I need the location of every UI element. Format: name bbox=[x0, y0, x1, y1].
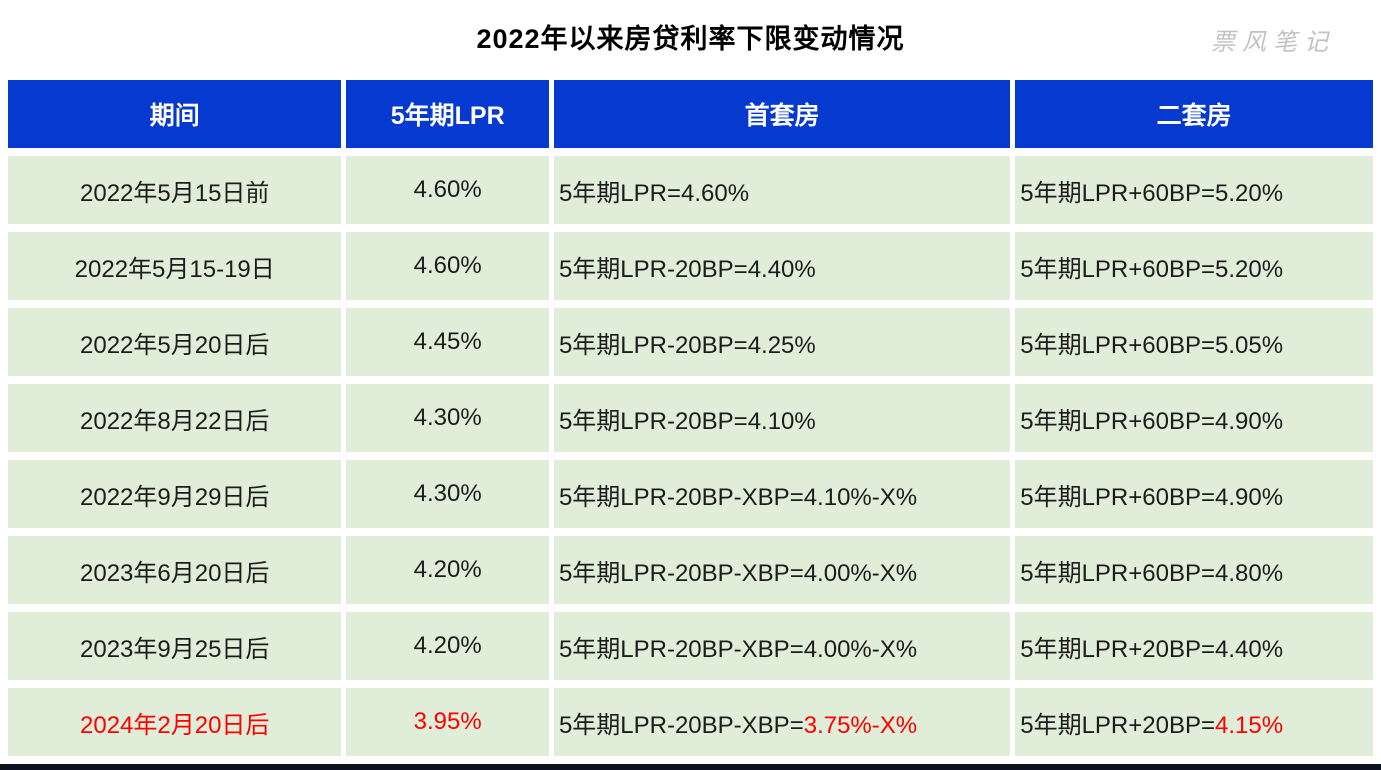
table-row-highlighted: 2024年2月20日后 3.95% 5年期LPR-20BP-XBP=3.75%-… bbox=[8, 688, 1373, 756]
formula-text: 5年期LPR-20BP=4.40% bbox=[558, 255, 816, 283]
period-cell: 2022年5月15日前 bbox=[8, 156, 342, 224]
first-home-cell: 5年期LPR-20BP-XBP=4.10%-X% bbox=[553, 460, 1011, 528]
table-row: 2022年5月15日前 4.60% 5年期LPR=4.60% 5年期LPR+60… bbox=[8, 156, 1373, 224]
period-cell: 2022年5月15-19日 bbox=[8, 232, 342, 300]
lpr-cell: 4.60% bbox=[346, 156, 549, 224]
col-header-period: 期间 bbox=[8, 80, 342, 148]
formula-text: 5年期LPR-20BP-XBP=4.00%-X% bbox=[558, 635, 918, 663]
formula-text: 5年期LPR+60BP=4.90% bbox=[1020, 407, 1284, 435]
second-home-cell: 5年期LPR+60BP=5.20% bbox=[1015, 156, 1373, 224]
bottom-bar bbox=[0, 764, 1381, 770]
page-title: 2022年以来房贷利率下限变动情况 bbox=[476, 23, 905, 54]
formula-highlight: 3.75%-X% bbox=[803, 711, 918, 739]
formula-text: 5年期LPR+20BP=4.40% bbox=[1020, 635, 1284, 663]
period-cell: 2024年2月20日后 bbox=[8, 688, 342, 756]
first-home-cell: 5年期LPR=4.60% bbox=[553, 156, 1011, 224]
period-cell: 2022年8月22日后 bbox=[8, 384, 342, 452]
second-home-cell: 5年期LPR+60BP=4.90% bbox=[1015, 460, 1373, 528]
table-row: 2023年6月20日后 4.20% 5年期LPR-20BP-XBP=4.00%-… bbox=[8, 536, 1373, 604]
second-home-cell: 5年期LPR+60BP=4.80% bbox=[1015, 536, 1373, 604]
formula-text: 5年期LPR+60BP=5.20% bbox=[1020, 179, 1284, 207]
formula-text: 5年期LPR-20BP=4.10% bbox=[558, 407, 816, 435]
table-row: 2022年9月29日后 4.30% 5年期LPR-20BP-XBP=4.10%-… bbox=[8, 460, 1373, 528]
rate-table: 期间 5年期LPR 首套房 二套房 2022年5月15日前 4.60% 5年期L… bbox=[3, 72, 1378, 764]
lpr-cell: 4.20% bbox=[346, 612, 549, 680]
period-cell: 2023年9月25日后 bbox=[8, 612, 342, 680]
lpr-cell: 4.45% bbox=[346, 308, 549, 376]
second-home-cell: 5年期LPR+60BP=4.90% bbox=[1015, 384, 1373, 452]
second-home-cell: 5年期LPR+60BP=5.20% bbox=[1015, 232, 1373, 300]
lpr-cell: 4.20% bbox=[346, 536, 549, 604]
first-home-cell: 5年期LPR-20BP=4.40% bbox=[553, 232, 1011, 300]
watermark: 票风笔记 bbox=[1211, 28, 1335, 56]
first-home-cell: 5年期LPR-20BP=4.10% bbox=[553, 384, 1011, 452]
lpr-cell: 4.30% bbox=[346, 460, 549, 528]
formula-text: 5年期LPR-20BP-XBP= bbox=[558, 711, 804, 739]
formula-text: 5年期LPR+60BP=4.80% bbox=[1020, 559, 1284, 587]
table-row: 2023年9月25日后 4.20% 5年期LPR-20BP-XBP=4.00%-… bbox=[8, 612, 1373, 680]
table-row: 2022年5月15-19日 4.60% 5年期LPR-20BP=4.40% 5年… bbox=[8, 232, 1373, 300]
col-header-second-home: 二套房 bbox=[1015, 80, 1373, 148]
formula-text: 5年期LPR+60BP=5.20% bbox=[1020, 255, 1284, 283]
period-cell: 2023年6月20日后 bbox=[8, 536, 342, 604]
first-home-cell: 5年期LPR-20BP=4.25% bbox=[553, 308, 1011, 376]
formula-text: 5年期LPR+60BP=4.90% bbox=[1020, 483, 1284, 511]
table-row: 2022年5月20日后 4.45% 5年期LPR-20BP=4.25% 5年期L… bbox=[8, 308, 1373, 376]
lpr-cell: 4.60% bbox=[346, 232, 549, 300]
col-header-lpr: 5年期LPR bbox=[346, 80, 549, 148]
col-header-first-home: 首套房 bbox=[553, 80, 1011, 148]
first-home-cell: 5年期LPR-20BP-XBP=4.00%-X% bbox=[553, 536, 1011, 604]
formula-text: 5年期LPR-20BP-XBP=4.10%-X% bbox=[558, 483, 918, 511]
lpr-cell: 3.95% bbox=[346, 688, 549, 756]
second-home-cell: 5年期LPR+20BP=4.40% bbox=[1015, 612, 1373, 680]
second-home-cell: 5年期LPR+60BP=5.05% bbox=[1015, 308, 1373, 376]
period-cell: 2022年5月20日后 bbox=[8, 308, 342, 376]
formula-text: 5年期LPR-20BP-XBP=4.00%-X% bbox=[558, 559, 918, 587]
lpr-cell: 4.30% bbox=[346, 384, 549, 452]
table-header-row: 期间 5年期LPR 首套房 二套房 bbox=[8, 80, 1373, 148]
period-cell: 2022年9月29日后 bbox=[8, 460, 342, 528]
formula-text: 5年期LPR+20BP= bbox=[1020, 711, 1216, 739]
formula-text: 5年期LPR=4.60% bbox=[558, 179, 750, 207]
first-home-cell: 5年期LPR-20BP-XBP=3.75%-X% bbox=[553, 688, 1011, 756]
title-area: 2022年以来房贷利率下限变动情况 票风笔记 bbox=[0, 0, 1381, 72]
second-home-cell: 5年期LPR+20BP=4.15% bbox=[1015, 688, 1373, 756]
formula-highlight: 4.15% bbox=[1215, 711, 1284, 739]
formula-text: 5年期LPR-20BP=4.25% bbox=[558, 331, 816, 359]
formula-text: 5年期LPR+60BP=5.05% bbox=[1020, 331, 1284, 359]
table-row: 2022年8月22日后 4.30% 5年期LPR-20BP=4.10% 5年期L… bbox=[8, 384, 1373, 452]
table-wrap: 期间 5年期LPR 首套房 二套房 2022年5月15日前 4.60% 5年期L… bbox=[0, 72, 1381, 764]
first-home-cell: 5年期LPR-20BP-XBP=4.00%-X% bbox=[553, 612, 1011, 680]
